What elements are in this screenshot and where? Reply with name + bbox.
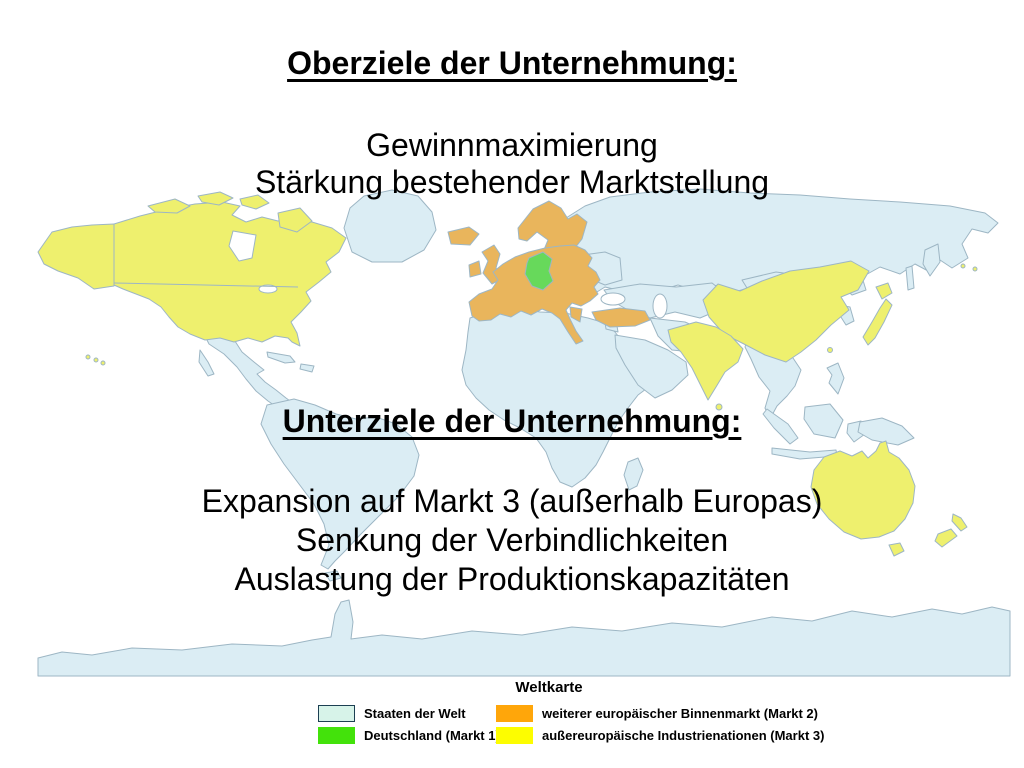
region-hawaii-1 [85,354,91,360]
great-lakes [258,284,278,294]
legend-swatch-industrienationen [496,726,533,744]
region-ireland [468,260,482,278]
region-sri-lanka [715,403,723,411]
region-new-zealand-north [951,513,968,532]
region-sakhalin [905,265,915,291]
legend-item-staaten: Staaten der Welt [318,704,466,722]
region-kamchatka [922,243,941,277]
legend-item-deutschland: Deutschland (Markt 1) [318,726,500,744]
region-madagascar [623,457,644,491]
region-turkey [591,307,651,328]
region-borneo [803,403,844,439]
region-arctic-island-3 [239,194,270,210]
region-south-america [260,398,420,570]
caspian-sea [652,293,668,319]
usa-canada-border [113,282,299,288]
region-arctic-island-1 [147,198,191,214]
bottom-goals: Expansion auf Markt 3 (außerhalb Europas… [0,482,1024,599]
region-hispaniola [299,363,315,373]
world-map [37,188,1011,677]
region-arabia [614,334,689,399]
region-india [667,321,744,401]
heading-top: Oberziele der Unternehmung: [287,45,737,81]
region-canada-usa [113,201,347,347]
region-new-guinea [857,417,915,446]
region-greenland [343,189,437,263]
legend-label-binnenmarkt: weiterer europäischer Binnenmarkt (Markt… [542,705,818,721]
region-japan-hokkaido [875,282,893,300]
region-africa [461,307,661,488]
goal-line-gewinnmaximierung: Gewinnmaximierung [366,127,658,163]
region-tierra-del-fuego [324,570,342,582]
top-goals: Gewinnmaximierung Stärkung bestehender M… [0,127,1024,201]
hudson-bay [228,230,257,262]
legend-label-deutschland: Deutschland (Markt 1) [364,727,500,743]
region-greece [569,306,583,323]
region-hawaii-3 [100,360,106,366]
region-cuba [266,351,296,364]
legend-label-industrienationen: außereuropäische Industrienationen (Mark… [542,727,825,743]
region-iceland [447,226,480,246]
region-baja [198,349,215,377]
legend-swatch-binnenmarkt [496,704,533,722]
black-sea [600,292,626,306]
region-alaska [37,223,115,290]
legend-item-industrienationen: außereuropäische Industrienationen (Mark… [496,726,824,744]
region-hawaii-2 [93,357,99,363]
goal-line-senkung: Senkung der Verbindlichkeiten [295,522,729,558]
region-pacific-island-1 [960,263,966,269]
legend-swatch-deutschland [318,726,355,744]
region-sumatra [762,408,799,445]
region-europe-mainland [468,244,601,345]
region-baffin-island [277,207,313,233]
legend-label-staaten: Staaten der Welt [364,705,466,721]
goal-line-auslastung: Auslastung der Produktionskapazitäten [234,561,790,597]
region-china [702,260,870,363]
heading-bottom: Unterziele der Unternehmung: [282,403,742,439]
goal-line-expansion: Expansion auf Markt 3 (außerhalb Europas… [201,483,823,519]
goal-line-staerkung: Stärkung bestehender Marktstellung [254,164,770,200]
region-arctic-island-2 [197,191,234,206]
region-pacific-island-2 [972,266,978,272]
region-tasmania [888,542,905,557]
legend-swatch-staaten [318,704,355,722]
legend-item-binnenmarkt: weiterer europäischer Binnenmarkt (Markt… [496,704,818,722]
region-antarctica [37,599,1011,677]
region-germany [524,251,554,291]
region-australia [810,440,916,540]
region-japan-honshu [862,298,893,346]
legend-title: Weltkarte [515,679,583,696]
region-philippines [826,362,845,395]
region-new-zealand-south [934,528,958,548]
region-taiwan [827,347,833,353]
